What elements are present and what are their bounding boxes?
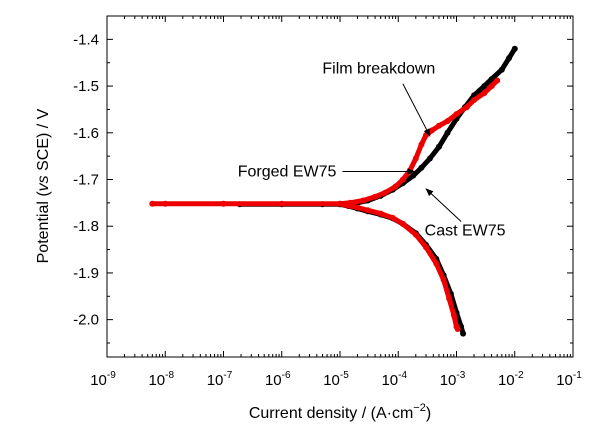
forged-ew75-label: Forged EW75 <box>238 164 337 181</box>
forged-ew75-point <box>392 183 399 190</box>
forged-ew75-point <box>412 231 419 238</box>
cast-ew75-point <box>481 83 488 90</box>
x-tick-label: 10-3 <box>440 370 466 389</box>
x-tick-label: 10-5 <box>323 370 349 389</box>
forged-ew75-point <box>418 141 425 148</box>
x-tick-label: 10-4 <box>381 370 407 389</box>
y-tick-label: -1.8 <box>73 218 99 235</box>
cast-ew75-point <box>488 76 495 83</box>
x-axis-label: Current density / (A·cm−2) <box>249 402 431 422</box>
annotations-layer: Film breakdown Forged EW75 Cast EW75 <box>238 61 506 240</box>
forged-ew75-point <box>345 202 352 209</box>
x-tick-label: 10-8 <box>148 370 174 389</box>
series-layer <box>149 45 518 337</box>
cast-ew75-arrow <box>425 188 462 222</box>
forged-ew75-point <box>382 189 389 196</box>
forged-ew75-point <box>162 200 169 207</box>
forged-ew75-point <box>337 200 343 207</box>
y-axis-label: Potential (vs SCE) / V <box>35 108 52 263</box>
forged-ew75-point <box>149 200 156 207</box>
forged-ew75-point <box>354 204 361 211</box>
forged-ew75-point <box>463 104 470 111</box>
forged-ew75-point <box>481 90 488 97</box>
y-axis-ticks: -1.4 -1.5 -1.6 -1.7 -1.8 -1.9 -2.0 <box>73 31 573 344</box>
cast-ew75-point <box>418 164 425 171</box>
x-tick-label: 10-2 <box>498 370 524 389</box>
forged-ew75-point <box>440 276 447 283</box>
forged-ew75-point <box>436 122 442 129</box>
cast-ew75-point <box>444 129 451 136</box>
cast-ew75-point <box>426 155 433 162</box>
forged-ew75-point <box>278 200 285 207</box>
forged-ew75-point <box>412 155 419 162</box>
y-tick-label: -1.9 <box>73 265 99 282</box>
forged-ew75-point <box>453 111 460 118</box>
forged-ew75-point <box>454 326 461 332</box>
y-tick-label: -1.5 <box>73 78 99 95</box>
forged-ew75-point <box>423 244 429 251</box>
cast-ew75-point <box>436 143 442 150</box>
film-breakdown-label: Film breakdown <box>322 61 435 78</box>
forged-ew75-anodic-curve <box>149 78 500 207</box>
forged-ew75-point <box>220 200 227 207</box>
cast-ew75-point <box>506 55 513 61</box>
y-tick-label: -1.6 <box>73 125 99 142</box>
film-breakdown-arrow <box>402 83 431 137</box>
forged-ew75-point <box>429 127 435 134</box>
forged-ew75-point <box>399 176 406 183</box>
forged-ew75-point <box>446 295 453 302</box>
x-tick-label: 10-7 <box>207 370 233 389</box>
forged-ew75-point <box>471 97 477 104</box>
forged-ew75-point <box>488 83 495 90</box>
cast-ew75-label: Cast EW75 <box>425 223 506 240</box>
cast-ew75-point <box>460 330 467 337</box>
cast-ew75-point <box>410 172 417 179</box>
cast-ew75-point <box>498 66 505 73</box>
forged-ew75-point <box>372 193 379 200</box>
forged-ew75-point <box>360 197 367 204</box>
cast-ew75-point <box>511 45 518 52</box>
x-axis-ticks: 10-9 10-8 10-7 10-6 10-5 10-4 10-3 10-2 10-1 <box>90 16 582 389</box>
forged-ew75-point <box>407 167 414 174</box>
y-tick-label: -1.4 <box>73 31 99 48</box>
forged-ew75-point <box>377 210 384 217</box>
y-tick-label: -1.7 <box>73 171 99 188</box>
x-tick-label: 10-9 <box>90 370 116 389</box>
forged-ew75-point <box>450 312 457 318</box>
forged-ew75-point <box>433 260 440 267</box>
forged-ew75-point <box>364 207 371 214</box>
x-tick-label: 10-1 <box>556 370 582 389</box>
forged-ew75-point <box>389 214 396 221</box>
x-tick-label: 10-6 <box>265 370 291 389</box>
forged-ew75-point <box>494 77 501 84</box>
forged-ew75-point <box>399 220 406 227</box>
y-tick-label: -2.0 <box>73 312 99 329</box>
forged-ew75-point <box>444 118 451 125</box>
